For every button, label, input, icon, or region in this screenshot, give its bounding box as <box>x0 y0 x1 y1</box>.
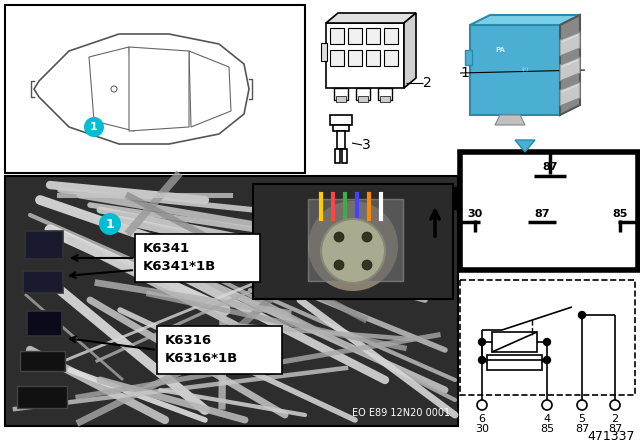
Bar <box>384 28 398 44</box>
Polygon shape <box>189 51 231 127</box>
Circle shape <box>479 339 486 345</box>
Circle shape <box>308 201 398 291</box>
Text: 87: 87 <box>534 209 550 219</box>
Text: 2: 2 <box>611 414 619 424</box>
Circle shape <box>99 213 121 235</box>
Bar <box>25 231 63 259</box>
Text: 87: 87 <box>608 424 622 434</box>
Text: 5: 5 <box>579 414 586 424</box>
Text: 87: 87 <box>575 424 589 434</box>
Polygon shape <box>515 140 535 152</box>
Circle shape <box>543 339 550 345</box>
Bar <box>348 28 362 44</box>
Bar <box>380 96 390 102</box>
Text: 2: 2 <box>423 76 432 90</box>
Bar <box>446 187 460 209</box>
Polygon shape <box>560 32 580 56</box>
Text: K6316*1B: K6316*1B <box>165 353 238 366</box>
Text: 87: 87 <box>542 162 557 172</box>
Polygon shape <box>326 13 416 23</box>
Bar <box>492 332 537 352</box>
Text: K6341: K6341 <box>143 241 190 254</box>
Bar <box>5 5 305 173</box>
Bar <box>470 25 560 115</box>
Circle shape <box>577 400 587 410</box>
Bar <box>366 28 380 44</box>
Bar <box>326 23 404 88</box>
Polygon shape <box>404 13 416 88</box>
Bar <box>348 50 362 66</box>
Bar <box>330 50 344 66</box>
Bar <box>460 280 635 395</box>
Text: 85: 85 <box>612 209 628 219</box>
Circle shape <box>334 260 344 270</box>
Text: 1: 1 <box>90 122 98 132</box>
Circle shape <box>477 400 487 410</box>
Text: EO E89 12N20 0001: EO E89 12N20 0001 <box>352 408 450 418</box>
Circle shape <box>362 232 372 242</box>
Bar <box>342 149 347 163</box>
Bar <box>308 199 403 281</box>
Bar <box>20 351 65 371</box>
Polygon shape <box>129 47 189 131</box>
Text: 3: 3 <box>362 138 371 152</box>
Polygon shape <box>495 115 525 125</box>
Bar <box>465 50 472 65</box>
Bar <box>378 88 392 100</box>
Text: 1: 1 <box>460 66 469 80</box>
Bar <box>356 88 370 100</box>
Bar <box>17 386 67 408</box>
Text: 1: 1 <box>106 217 115 231</box>
Polygon shape <box>34 34 249 144</box>
Text: 30: 30 <box>467 209 483 219</box>
Circle shape <box>479 357 486 363</box>
Bar <box>335 149 340 163</box>
Circle shape <box>84 117 104 137</box>
Polygon shape <box>560 15 580 115</box>
Bar <box>157 326 282 374</box>
Circle shape <box>321 219 385 283</box>
Bar <box>366 50 380 66</box>
Text: 471337: 471337 <box>588 430 635 443</box>
Polygon shape <box>560 57 580 81</box>
Bar <box>334 88 348 100</box>
Text: PA: PA <box>495 47 505 53</box>
Bar <box>321 43 327 61</box>
Text: 4: 4 <box>543 414 550 424</box>
Bar <box>638 187 640 209</box>
Circle shape <box>334 232 344 242</box>
Text: 6: 6 <box>479 414 486 424</box>
Bar <box>337 131 345 149</box>
Bar <box>330 28 344 44</box>
Bar <box>333 125 349 131</box>
Text: (c): (c) <box>522 68 529 73</box>
Circle shape <box>610 400 620 410</box>
Text: K6341*1B: K6341*1B <box>143 260 216 273</box>
Text: 30: 30 <box>475 424 489 434</box>
Circle shape <box>542 400 552 410</box>
Polygon shape <box>89 47 134 131</box>
Bar <box>460 152 638 270</box>
Bar <box>384 50 398 66</box>
Polygon shape <box>470 15 580 25</box>
Bar <box>487 355 542 370</box>
Circle shape <box>362 260 372 270</box>
Bar <box>358 96 368 102</box>
Bar <box>23 271 63 293</box>
Text: 85: 85 <box>540 424 554 434</box>
Bar <box>5 176 458 426</box>
Bar <box>27 311 62 336</box>
Bar <box>330 115 352 125</box>
Circle shape <box>579 311 586 319</box>
Bar <box>253 184 453 299</box>
Circle shape <box>543 357 550 363</box>
Text: K6316: K6316 <box>165 333 212 346</box>
Polygon shape <box>560 82 580 106</box>
Bar <box>135 234 260 282</box>
Bar <box>336 96 346 102</box>
